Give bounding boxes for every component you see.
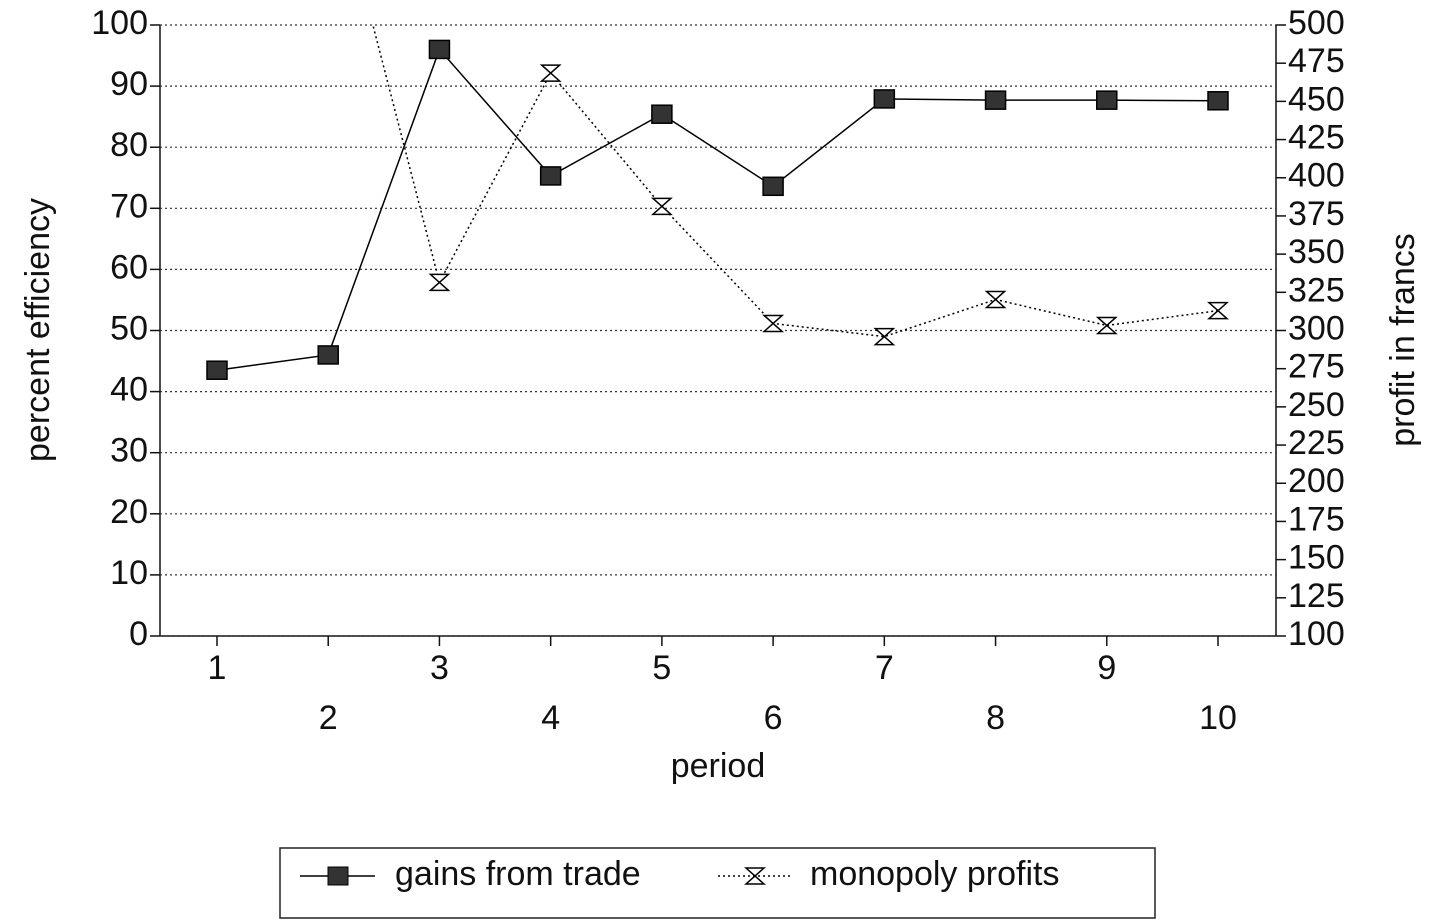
legend-label: gains from trade bbox=[395, 855, 641, 893]
x-tick-label: 7 bbox=[875, 649, 894, 687]
y2-tick-label: 450 bbox=[1288, 80, 1345, 118]
x-tick-label: 5 bbox=[652, 649, 671, 687]
marker-square bbox=[539, 166, 562, 186]
y2-tick-label: 150 bbox=[1288, 539, 1345, 577]
y-tick-label: 10 bbox=[110, 554, 148, 592]
marker-square bbox=[206, 360, 228, 380]
y-tick-label: 50 bbox=[110, 309, 148, 347]
x-tick-label: 4 bbox=[541, 699, 560, 737]
y-tick-label: 40 bbox=[110, 371, 148, 409]
y2-tick-label: 425 bbox=[1288, 119, 1345, 157]
marker-hourglass bbox=[1095, 316, 1118, 335]
y-axis-label: percent efficiency bbox=[19, 198, 57, 462]
y-tick-label: 0 bbox=[129, 615, 148, 653]
y2-tick-label: 350 bbox=[1288, 233, 1345, 271]
y2-tick-label: 400 bbox=[1288, 157, 1345, 195]
marker-square bbox=[873, 89, 896, 109]
legend-label: monopoly profits bbox=[810, 855, 1059, 893]
y2-tick-label: 125 bbox=[1288, 577, 1345, 615]
marker-square bbox=[1096, 90, 1118, 110]
legend-box bbox=[279, 847, 1156, 919]
y2-tick-label: 200 bbox=[1288, 462, 1345, 500]
marker-square bbox=[762, 176, 784, 197]
marker-hourglass bbox=[873, 327, 896, 346]
y2-tick-label: 100 bbox=[1288, 615, 1345, 653]
y2-tick-label: 175 bbox=[1288, 500, 1345, 538]
marker-hourglass bbox=[984, 290, 1007, 309]
y2-axis-label: profit in francs bbox=[1384, 233, 1422, 447]
y-tick-label: 20 bbox=[110, 493, 148, 531]
plot-area bbox=[206, 25, 1229, 380]
marker-square bbox=[317, 345, 339, 365]
y-tick-label: 100 bbox=[91, 4, 148, 42]
marker-hourglass bbox=[428, 273, 451, 292]
series-line bbox=[216, 47, 1219, 371]
y-tick-label: 70 bbox=[110, 187, 148, 225]
x-tick-label: 2 bbox=[319, 699, 338, 737]
marker-square bbox=[1207, 91, 1229, 111]
y2-tick-label: 500 bbox=[1288, 4, 1345, 42]
legend-marker bbox=[327, 866, 349, 886]
marker-hourglass bbox=[762, 314, 785, 333]
y-tick-label: 60 bbox=[110, 248, 148, 286]
x-tick-label: 6 bbox=[764, 699, 783, 737]
y2-tick-label: 250 bbox=[1288, 386, 1345, 424]
y2-tick-label: 325 bbox=[1288, 271, 1345, 309]
marker-hourglass bbox=[539, 64, 562, 82]
y2-tick-label: 275 bbox=[1288, 348, 1345, 386]
y-tick-label: 80 bbox=[110, 126, 148, 164]
marker-square bbox=[428, 39, 451, 60]
legend-marker bbox=[744, 867, 766, 885]
y2-tick-label: 375 bbox=[1288, 195, 1345, 233]
marker-square bbox=[984, 90, 1007, 110]
marker-hourglass bbox=[1207, 301, 1229, 320]
marker-square bbox=[651, 104, 673, 124]
x-tick-label: 1 bbox=[208, 649, 227, 687]
series-line bbox=[372, 25, 1219, 338]
legend: gains from trade monopoly profits bbox=[300, 855, 1059, 893]
y2-tick-label: 300 bbox=[1288, 309, 1345, 347]
y-tick-label: 30 bbox=[110, 432, 148, 470]
y2-tick-label: 475 bbox=[1288, 42, 1345, 80]
x-axis-label: period bbox=[671, 747, 766, 785]
x-tick-label: 10 bbox=[1199, 699, 1237, 737]
x-tick-label: 8 bbox=[986, 699, 1005, 737]
y2-tick-label: 225 bbox=[1288, 424, 1345, 462]
marker-hourglass bbox=[650, 197, 673, 216]
x-tick-label: 3 bbox=[430, 649, 449, 687]
x-tick-label: 9 bbox=[1097, 649, 1116, 687]
y-tick-label: 90 bbox=[110, 65, 148, 103]
